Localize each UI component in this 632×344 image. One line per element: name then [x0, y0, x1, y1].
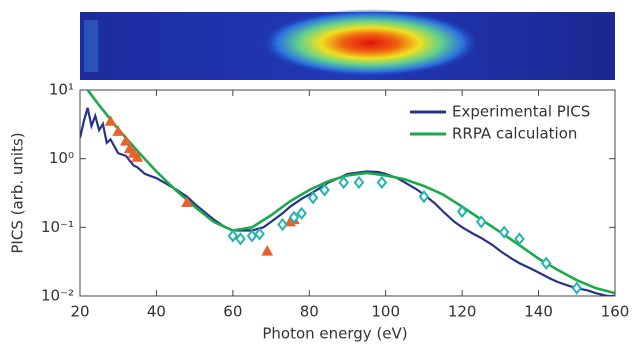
y-tick-label: 10¹	[49, 81, 74, 99]
y-axis-label: PICS (arb. units)	[9, 132, 27, 253]
x-tick-label: 80	[300, 303, 319, 321]
data-point	[106, 116, 116, 125]
data-point	[542, 258, 550, 268]
x-tick-label: 120	[448, 303, 477, 321]
data-point	[279, 219, 287, 229]
x-tick-label: 20	[70, 303, 89, 321]
x-tick-label: 40	[147, 303, 166, 321]
spectrum-image	[80, 9, 615, 80]
data-point	[237, 234, 245, 244]
data-point	[378, 177, 386, 187]
data-point	[113, 126, 123, 135]
x-tick-label: 60	[223, 303, 242, 321]
plot-frame	[80, 90, 615, 296]
y-tick-label: 10⁻¹	[41, 218, 74, 236]
data-point	[229, 231, 237, 241]
plot-area	[80, 90, 615, 296]
y-tick-label: 10⁰	[49, 149, 74, 167]
x-axis-label: Photon energy (eV)	[262, 325, 407, 343]
data-point	[262, 246, 272, 255]
x-tick-label: 140	[524, 303, 553, 321]
x-tick-label: 160	[601, 303, 630, 321]
data-point	[248, 231, 256, 241]
x-tick-label: 100	[371, 303, 400, 321]
data-point	[340, 177, 348, 187]
legend-label: Experimental PICS	[452, 103, 590, 121]
data-point	[573, 283, 581, 293]
y-tick-label: 10⁻²	[41, 287, 74, 305]
legend-label: RRPA calculation	[452, 125, 577, 143]
data-point	[355, 177, 363, 187]
chart: Photon energy (eV) PICS (arb. units) 20 4…	[0, 0, 632, 344]
data-point	[256, 229, 264, 239]
